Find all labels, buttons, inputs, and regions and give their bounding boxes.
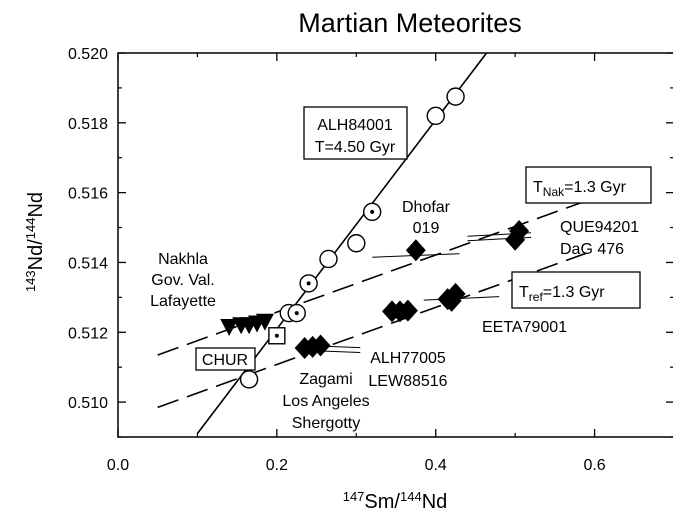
y-label-base-num: Nd/ [25,239,47,271]
annotation-chur: CHUR [195,347,256,371]
open-circle-point [426,106,445,126]
svg-text:Tref=1.3 Gyr: Tref=1.3 Gyr [519,284,605,304]
dotted-circle-center [306,281,311,286]
annotation-que94201: QUE94201 DaG 476 [560,219,639,258]
open-circle-point [347,234,366,253]
dotted-circle-center [294,311,299,316]
y-tick-label: 0.518 [68,116,108,133]
svg-text:QUE94201: QUE94201 [560,219,639,236]
y-tick-label: 0.516 [68,186,108,203]
svg-text:TNak=1.3 Gyr: TNak=1.3 Gyr [533,179,627,199]
y-axis-label: 143Nd/144Nd [23,192,47,292]
annotation-eeta79001: EETA79001 [482,319,567,336]
triangle-point [255,313,274,331]
annotation-dhofar: Dhofar 019 [402,199,451,237]
annotation-alh77005: ALH77005 LEW88516 [368,350,447,390]
svg-text:Los Angeles: Los Angeles [282,393,369,410]
triangle-point [220,319,239,337]
diamond-point [397,299,418,322]
dotted-square-center [274,333,279,338]
y-tick-label: 0.510 [68,395,108,412]
chart-title: Martian Meteorites [298,8,522,38]
svg-text:ALH77005: ALH77005 [370,350,446,367]
svg-text:LEW88516: LEW88516 [368,373,447,390]
diamond-point [310,334,331,357]
x-tick-label: 0.4 [425,457,447,474]
y-label-mass-den: 144 [23,218,38,240]
annotation-alh84001: ALH84001 T=4.50 Gyr [303,106,408,160]
svg-text:ALH84001: ALH84001 [317,117,393,134]
annotation-t-ref: Tref=1.3 Gyr [511,271,641,309]
annotation-nakhla: Nakhla Gov. Val. Lafayette [150,251,216,310]
svg-text:Zagami: Zagami [299,371,352,388]
diamond-point [445,282,466,305]
x-label-mass-num: 147 [343,489,365,504]
data-points [220,87,530,389]
y-tick-label: 0.512 [68,325,108,342]
svg-text:DaG 476: DaG 476 [560,241,624,258]
open-circle-point [239,370,259,389]
svg-text:T=4.50 Gyr: T=4.50 Gyr [315,139,396,156]
svg-text:Gov. Val.: Gov. Val. [151,272,214,289]
x-label-base-num: Sm/ [364,491,400,513]
svg-text:EETA79001: EETA79001 [482,319,567,336]
y-label-mass-num: 143 [23,270,38,292]
svg-text:CHUR: CHUR [202,352,248,369]
svg-text:Shergotty: Shergotty [292,415,360,432]
x-tick-label: 0.2 [266,457,288,474]
x-axis-label: 147Sm/144Nd [343,489,448,513]
x-tick-label: 0.6 [583,457,605,474]
open-circle-point [319,249,338,269]
plot-frame [117,52,673,438]
svg-text:Lafayette: Lafayette [150,293,216,310]
svg-text:Nakhla: Nakhla [158,251,208,268]
x-tick-label: 0.0 [107,457,129,474]
svg-text:Dhofar: Dhofar [402,199,451,216]
svg-text:019: 019 [413,220,440,237]
annotation-t-nak: TNak=1.3 Gyr [525,166,652,204]
error-line [423,296,500,301]
open-circle-point [446,87,465,106]
diamond-point [509,220,530,243]
annotation-zagami: Zagami Los Angeles Shergotty [282,371,369,432]
diamond-point [405,239,426,262]
x-label-mass-den: 144 [400,489,422,504]
x-label-base-den: Nd [422,491,448,513]
y-tick-label: 0.514 [68,255,108,272]
dotted-circle-center [370,209,375,214]
y-tick-label: 0.520 [68,46,108,63]
y-label-base-den: Nd [25,192,47,218]
